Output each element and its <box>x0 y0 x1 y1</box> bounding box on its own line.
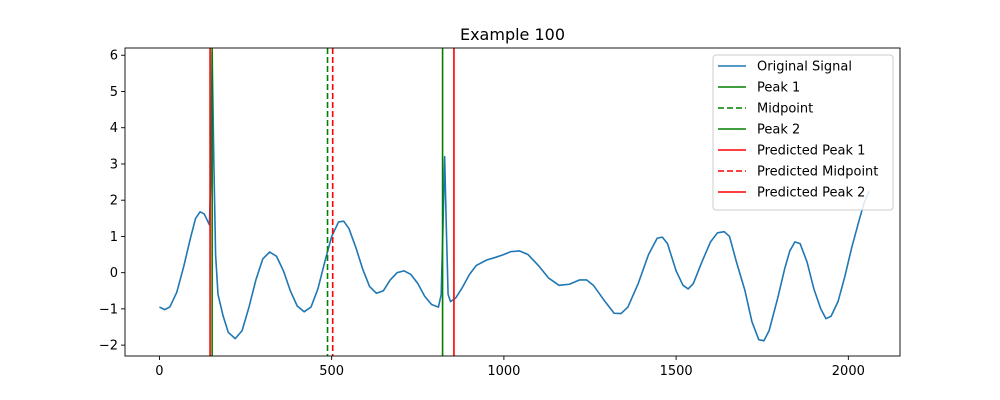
legend: Original Signal Peak 1 Midpoint Peak 2 Predi… <box>712 54 894 211</box>
x-tick-label-1: 500 <box>319 364 344 379</box>
legend-label-0: Original Signal <box>757 60 852 75</box>
y-tick-label-7: 5 <box>110 85 118 100</box>
y-tick-label-6: 4 <box>110 121 118 136</box>
x-tick-label-4: 2000 <box>832 364 865 379</box>
legend-label-2: Midpoint <box>757 102 813 117</box>
chart-title: Example 100 <box>460 25 565 44</box>
x-tick-label-0: 0 <box>155 364 163 379</box>
axes-frame <box>124 47 901 357</box>
legend-label-1: Peak 1 <box>757 81 800 96</box>
series-line-0 <box>159 50 870 342</box>
plot-content <box>159 48 870 356</box>
legend-label-3: Peak 2 <box>757 123 800 138</box>
y-tick-label-3: 1 <box>110 230 118 245</box>
legend-label-5: Predicted Midpoint <box>757 165 878 180</box>
y-tick-label-5: 3 <box>110 157 118 172</box>
x-tick-label-3: 1500 <box>660 364 693 379</box>
y-tick-label-4: 2 <box>110 194 118 209</box>
y-tick-label-2: 0 <box>110 266 118 281</box>
y-tick-label-1: −1 <box>99 302 118 317</box>
legend-label-6: Predicted Peak 2 <box>757 186 865 201</box>
y-tick-label-0: −2 <box>99 339 118 354</box>
y-tick-label-8: 6 <box>110 49 118 64</box>
legend-label-4: Predicted Peak 1 <box>757 144 865 159</box>
plot-area <box>159 48 870 356</box>
legend-box <box>712 54 894 211</box>
axes: 0 500 1000 1500 2000 −2 −1 0 1 2 3 4 5 6 <box>99 47 901 379</box>
x-tick-label-2: 1000 <box>487 364 520 379</box>
